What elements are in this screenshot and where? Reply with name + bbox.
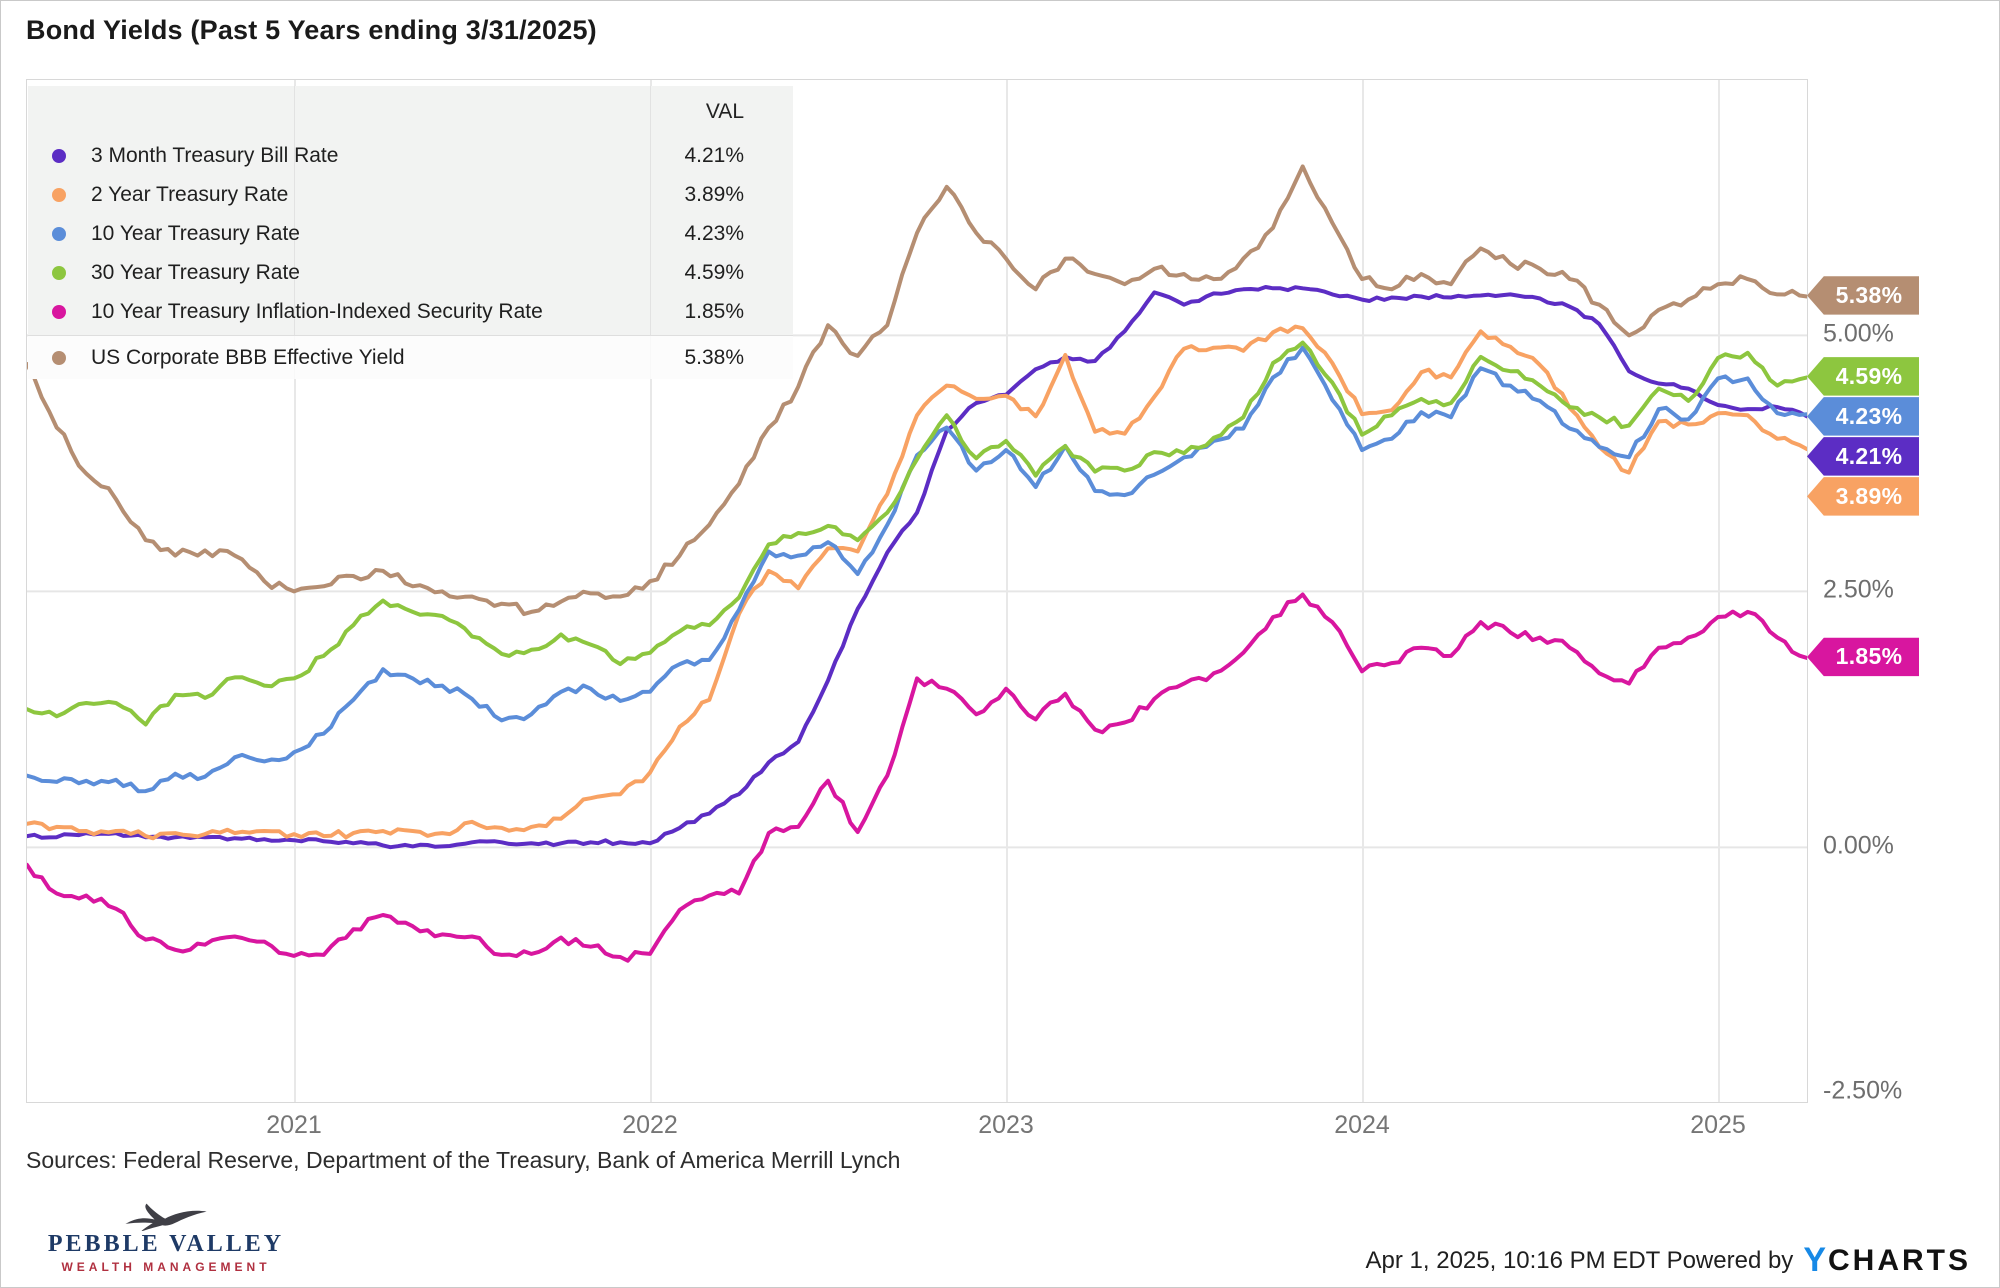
series-value: 3.89% (684, 182, 744, 206)
ycharts-logo: Y CHARTS (1803, 1241, 1971, 1280)
legend-gridline-echo (650, 86, 651, 379)
legend-row-10y-tips: 10 Year Treasury Inflation-Indexed Secur… (28, 292, 793, 331)
y-tick-0: 0.00% (1823, 831, 1894, 860)
series-dot-3m-tbill (52, 148, 66, 163)
series-dot-10y-tips (52, 304, 66, 319)
series-dot-10y-treasury (52, 226, 66, 241)
series-label: 10 Year Treasury Inflation-Indexed Secur… (91, 299, 543, 323)
x-tick-2023: 2023 (978, 1111, 1034, 1139)
series-value: 5.38% (684, 345, 744, 369)
series-dot-2y-treasury (52, 187, 66, 202)
y-tick-neg-2-5: -2.50% (1823, 1076, 1903, 1105)
series-value: 1.85% (684, 299, 744, 323)
legend-row-bbb-yield: US Corporate BBB Effective Yield 5.38% (28, 335, 793, 379)
legend-val-header: VAL (705, 100, 744, 123)
pebble-valley-logo: PEBBLE VALLEY WEALTH MANAGEMENT (46, 1201, 286, 1274)
eagle-icon (125, 1203, 207, 1231)
value-flag-2y-treasury: 3.89% (1807, 477, 1919, 516)
footer-attribution: Apr 1, 2025, 10:16 PM EDT Powered by Y C… (1366, 1241, 1971, 1280)
series-value: 4.23% (684, 221, 744, 245)
series-label: 3 Month Treasury Bill Rate (91, 143, 339, 167)
value-flag-bbb-yield: 5.38% (1807, 276, 1919, 315)
ycharts-y-glyph: Y (1803, 1241, 1827, 1279)
series-dot-bbb-yield (52, 350, 66, 365)
timestamp: Apr 1, 2025, 10:16 PM EDT Powered by (1365, 1246, 1794, 1274)
value-flag-3m-tbill: 4.21% (1807, 437, 1919, 476)
series-label: 10 Year Treasury Rate (91, 221, 300, 245)
x-tick-2024: 2024 (1334, 1111, 1390, 1139)
bond-yields-line-chart (27, 80, 1807, 1102)
value-flag-10y-tips: 1.85% (1807, 637, 1919, 677)
series-label: 2 Year Treasury Rate (91, 182, 289, 206)
x-tick-2025: 2025 (1690, 1111, 1746, 1139)
series-label: US Corporate BBB Effective Yield (91, 345, 405, 369)
series-value: 4.59% (684, 260, 744, 284)
legend-row-3m-tbill: 3 Month Treasury Bill Rate 4.21% (28, 136, 793, 175)
legend-panel: VAL 3 Month Treasury Bill Rate 4.21% 2 Y… (28, 86, 793, 379)
x-tick-2022: 2022 (622, 1111, 678, 1139)
legend-gridline-echo (294, 86, 295, 379)
pebble-valley-name: PEBBLE VALLEY (47, 1231, 285, 1257)
sources-line: Sources: Federal Reserve, Department of … (26, 1147, 901, 1173)
series-label: 30 Year Treasury Rate (91, 260, 300, 284)
value-flag-30y-treasury: 4.59% (1807, 357, 1919, 396)
series-value: 4.21% (684, 143, 744, 167)
legend-row-2y-treasury: 2 Year Treasury Rate 3.89% (28, 175, 793, 214)
page-title: Bond Yields (Past 5 Years ending 3/31/20… (26, 15, 597, 45)
pebble-valley-subtitle: WEALTH MANAGEMENT (61, 1260, 271, 1274)
legend-row-10y-treasury: 10 Year Treasury Rate 4.23% (28, 214, 793, 253)
series-dot-30y-treasury (52, 265, 66, 280)
legend-row-30y-treasury: 30 Year Treasury Rate 4.59% (28, 253, 793, 292)
x-tick-2021: 2021 (266, 1111, 322, 1139)
ycharts-wordmark: CHARTS (1828, 1243, 1971, 1277)
value-flag-10y-treasury: 4.23% (1807, 397, 1919, 436)
y-tick-2-5: 2.50% (1823, 575, 1894, 604)
y-tick-5: 5.00% (1823, 319, 1894, 348)
